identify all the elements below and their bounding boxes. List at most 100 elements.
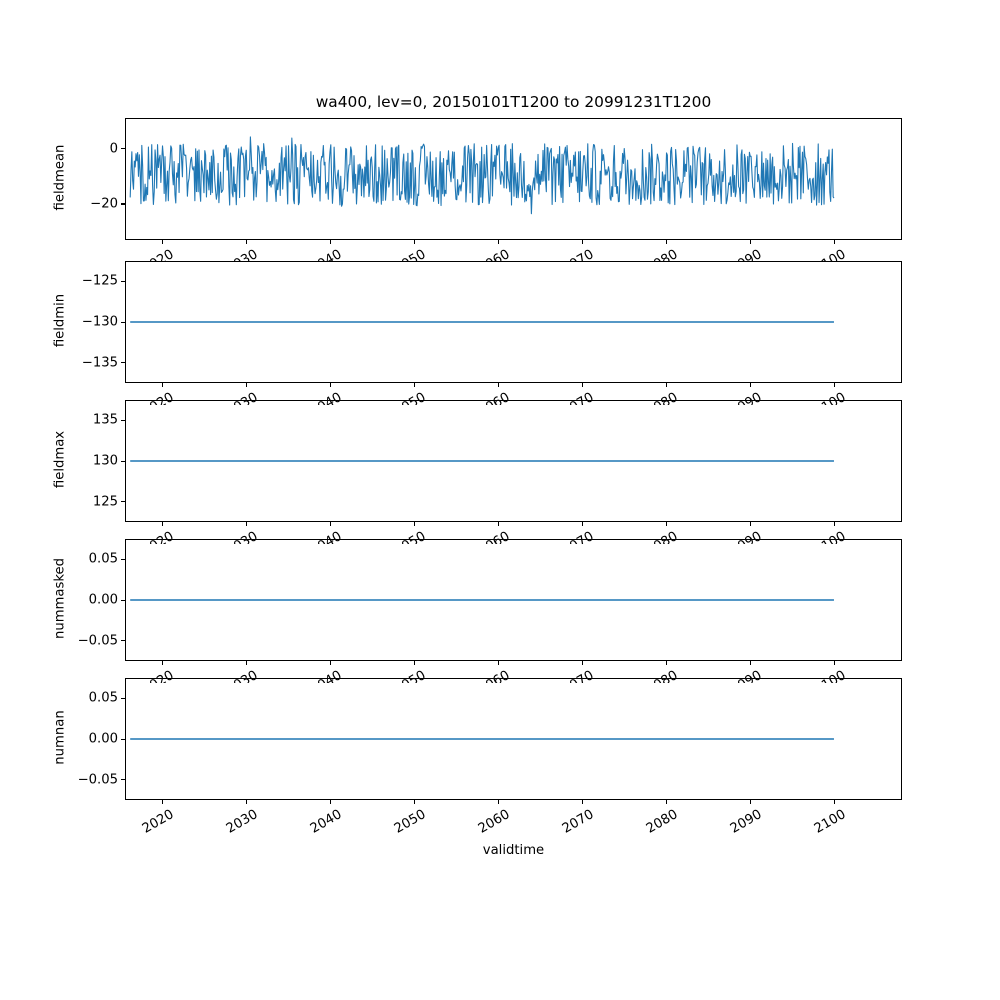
y-tick-mark [121,321,125,323]
data-line [129,136,835,215]
x-tick-mark [330,800,332,804]
x-tick-mark [834,522,836,526]
x-tick-mark [162,383,164,387]
y-tick-label: −0.05 [77,633,118,649]
x-tick-mark [330,661,332,665]
axes-frame-nummasked [125,539,902,661]
y-tick-label: −125 [81,273,118,289]
x-tick-mark [414,383,416,387]
x-tick-mark [246,522,248,526]
plot-area-fieldmin [130,321,834,323]
x-tick-label: 2080 [643,247,681,262]
x-tick-mark [414,522,416,526]
axes-frame-fieldmax [125,400,902,522]
subplot-fieldmax [125,400,902,522]
y-tick-mark [121,501,125,503]
x-tick-label: 2040 [307,247,345,262]
y-tick-label: 125 [92,494,118,510]
y-tick-mark [121,599,125,601]
y-tick-label: −135 [81,355,118,371]
plot-area-numnan [130,738,834,740]
x-tick-mark [582,383,584,387]
y-tick-mark [121,362,125,364]
x-tick-mark [666,661,668,665]
x-tick-label: 2050 [391,247,429,262]
figure-title: wa400, lev=0, 20150101T1200 to 20991231T… [315,93,712,111]
x-tick-label: 2060 [475,247,513,262]
y-tick-label: 0 [109,141,118,156]
x-tick-row: 2020 2030 2040 2050 2060 2070 2080 2090 2100 [0,240,1000,262]
x-tick-mark [834,800,836,804]
y-tick-label: 0.00 [88,731,118,747]
x-tick-mark [246,383,248,387]
x-tick-mark [750,383,752,387]
y-tick-label: 0.00 [88,592,118,608]
x-tick-mark [582,240,584,244]
y-tick-mark [121,738,125,740]
plot-area-fieldmean [129,136,835,215]
x-tick-mark [414,240,416,244]
axes-frame-fieldmin [125,261,902,383]
y-tick-label: 135 [92,412,118,428]
x-tick-mark [666,800,668,804]
x-tick-mark [498,240,500,244]
x-tick-label: 2090 [727,247,765,262]
y-axis-label-fieldmin: fieldmin [52,293,68,348]
x-tick-label: 2030 [223,247,261,262]
x-tick-mark [414,800,416,804]
x-axis-label: validtime [482,843,545,858]
y-tick-label: −130 [81,314,118,330]
x-tick-mark [498,800,500,804]
x-tick-mark [162,522,164,526]
x-tick-mark [834,661,836,665]
y-tick-mark [121,640,125,642]
x-tick-mark [246,800,248,804]
x-tick-label: 2070 [559,247,597,262]
x-tick-mark [750,240,752,244]
x-tick-mark [582,522,584,526]
y-axis-label-fieldmean: fieldmean [52,144,68,211]
y-tick-label: 0.05 [88,690,118,706]
x-tick-mark [246,661,248,665]
plot-area-fieldmax [130,460,834,462]
subplot-numnan [125,678,902,800]
axes-frame-fieldmean [125,118,902,240]
y-tick-mark [121,697,125,699]
y-tick-mark [121,460,125,462]
x-tick-mark [330,240,332,244]
subplot-nummasked [125,539,902,661]
y-tick-label: 0.05 [88,551,118,567]
y-axis-label-fieldmax: fieldmax [52,430,68,489]
x-tick-mark [162,661,164,665]
axes-frame-numnan [125,678,902,800]
x-tick-mark [330,383,332,387]
x-tick-mark [498,522,500,526]
y-tick-mark [121,419,125,421]
y-tick-label: −20 [90,196,118,212]
x-tick-mark [750,522,752,526]
x-tick-mark [834,383,836,387]
subplot-fieldmean [125,118,902,240]
x-tick-mark [666,383,668,387]
y-tick-mark [121,558,125,560]
x-tick-label: 2020 [139,247,177,262]
x-tick-mark [666,240,668,244]
x-tick-mark [750,661,752,665]
x-tick-mark [414,661,416,665]
x-tick-mark [666,522,668,526]
y-tick-label: 130 [92,453,118,469]
x-tick-mark [498,661,500,665]
y-tick-mark [121,280,125,282]
y-tick-label: −0.05 [77,772,118,788]
y-tick-mark [121,148,125,150]
x-tick-mark [498,383,500,387]
y-axis-label-nummasked: nummasked [52,558,68,640]
x-tick-mark [750,800,752,804]
y-tick-mark [121,779,125,781]
subplot-fieldmin [125,261,902,383]
plot-area-nummasked [130,599,834,601]
x-tick-mark [162,240,164,244]
x-tick-mark [246,240,248,244]
x-tick-mark [582,800,584,804]
